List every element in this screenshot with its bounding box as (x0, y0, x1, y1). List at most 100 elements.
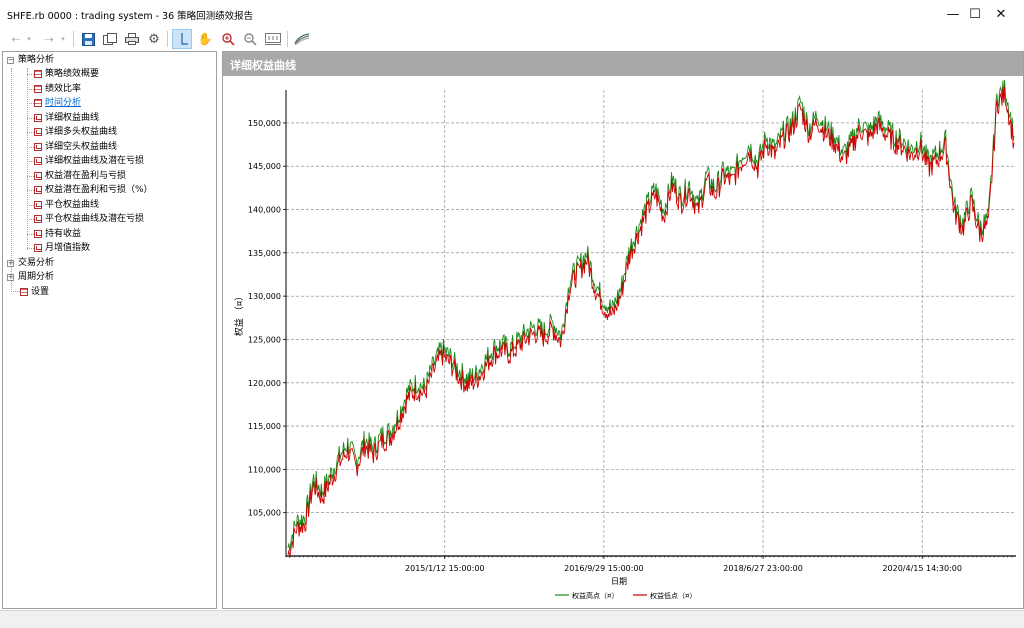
export-button[interactable] (101, 30, 119, 48)
equity-chart[interactable]: 105,000 110,000 115,000 120,000 125,000 130,0… (223, 76, 1023, 608)
toolbar-separator (73, 31, 74, 47)
settings-button[interactable]: ⚙ (145, 30, 163, 48)
line-chart-icon (34, 201, 42, 209)
forward-dropdown-icon: ▾ (61, 35, 65, 43)
x-axis-title: 日期 (611, 577, 627, 586)
status-bar (0, 610, 1024, 628)
y-tick-label: 105,000 (248, 509, 281, 518)
legend-label: 权益低点（¤） (650, 591, 696, 600)
tree-item-label: 平仓权益曲线及潜在亏损 (45, 214, 145, 224)
close-button[interactable]: ✕ (978, 0, 1024, 28)
y-tick-label: 130,000 (248, 292, 281, 301)
chart-legend: 权益高点（¤） 权益低点（¤） (555, 591, 696, 600)
tree-item-label: 策略绩效概要 (45, 69, 100, 79)
y-tick-label: 125,000 (248, 335, 281, 344)
tree-connector (27, 161, 34, 162)
tree-item-label: 权益潜在盈利和亏损（%） (45, 185, 153, 195)
zoom-out-icon (243, 32, 257, 46)
expand-icon[interactable]: + (7, 272, 14, 281)
back-button[interactable]: ⇠ (7, 30, 25, 48)
save-button[interactable] (79, 30, 97, 48)
line-chart-icon (34, 157, 42, 165)
zoom-in-icon (221, 32, 235, 46)
maximize-button[interactable]: ☐ (952, 0, 998, 28)
maximize-icon: ☐ (969, 6, 981, 22)
toolbar-separator (167, 31, 168, 47)
tree-item-label: 详细权益曲线 (45, 113, 100, 123)
y-tick-label: 150,000 (248, 119, 281, 128)
collapse-icon[interactable]: − (7, 55, 14, 64)
save-icon (81, 32, 95, 46)
tree-connector (27, 68, 28, 250)
tree-item-closed-equity-curve[interactable]: 平仓权益曲线 (34, 199, 99, 211)
pan-tool-button[interactable]: ✋ (196, 30, 214, 48)
tree-node-trade-analysis[interactable]: + 交易分析 (7, 257, 54, 269)
forward-button[interactable]: ⇢ (40, 30, 58, 48)
tree-node-label: 交易分析 (18, 258, 55, 268)
fit-view-button[interactable] (263, 30, 283, 48)
x-tick-label: 2020/4/15 14:30:00 (882, 564, 962, 573)
chart-axes (285, 90, 1016, 557)
tree-item-label: 权益潜在盈利与亏损 (45, 171, 127, 181)
tree-item-label: 详细多头权益曲线 (45, 127, 118, 137)
tree-item-label: 月增值指数 (45, 243, 91, 253)
tree-item-monthly-value-index[interactable]: 月增值指数 (34, 242, 90, 254)
minimize-button[interactable]: — (930, 0, 976, 28)
tree-item-label: 绩效比率 (45, 84, 82, 94)
vertical-gridlines (444, 90, 923, 556)
back-dropdown-button[interactable]: ▾ (24, 30, 34, 48)
tree-connector (27, 89, 34, 90)
tree-node-period-analysis[interactable]: + 周期分析 (7, 271, 54, 283)
y-axis-title: 权益 （¤） (233, 292, 245, 337)
toolbar: ⇠ ▾ ⇢ ▾ ⚙ ✋ (0, 28, 1024, 50)
tree-connector (27, 74, 34, 75)
expand-icon[interactable]: + (7, 258, 14, 267)
tree-item-potential-profit-loss[interactable]: 权益潜在盈利与亏损 (34, 170, 126, 182)
line-chart-icon (34, 230, 42, 238)
line-chart-icon (34, 186, 42, 194)
legend-label: 权益高点（¤） (572, 591, 618, 600)
tree-item-label: 持有收益 (45, 229, 82, 239)
tree-item-equity-curve-potential-loss[interactable]: 详细权益曲线及潜在亏损 (34, 155, 144, 167)
zoom-out-button[interactable] (241, 30, 259, 48)
zoom-in-button[interactable] (219, 30, 237, 48)
tree-connector (27, 132, 34, 133)
tree-connector (27, 147, 34, 148)
tree-item-label: 详细空头权益曲线 (45, 142, 118, 152)
y-tick-label: 115,000 (248, 422, 281, 431)
chart-style-button[interactable] (292, 30, 312, 48)
back-icon: ⇠ (11, 32, 21, 46)
tree-item-detailed-equity-curve[interactable]: 详细权益曲线 (34, 112, 99, 124)
tree-item-long-equity-curve[interactable]: 详细多头权益曲线 (34, 126, 117, 138)
tree-node-settings[interactable]: 设置 (20, 286, 49, 298)
title-bar: SHFE.rb 0000 : trading system - 36 策略回测绩… (0, 0, 1024, 28)
tree-connector (27, 205, 34, 206)
y-tick-label: 135,000 (248, 249, 281, 258)
tree-connector (27, 176, 34, 177)
tree-connector (27, 219, 34, 220)
tree-node-strategy-analysis[interactable]: − 策略分析 (7, 54, 54, 66)
y-axis-ticks: 105,000 110,000 115,000 120,000 125,000 130,0… (248, 119, 286, 518)
tree-item-performance-ratios[interactable]: 绩效比率 (34, 83, 81, 95)
forward-dropdown-button[interactable]: ▾ (58, 30, 68, 48)
tree-connector (27, 190, 34, 191)
tree-node-label: 设置 (31, 287, 50, 297)
tree-item-short-equity-curve[interactable]: 详细空头权益曲线 (34, 141, 117, 153)
tree-item-potential-profit-loss-pct[interactable]: 权益潜在盈利和亏损（%） (34, 184, 153, 196)
y-tick-label: 145,000 (248, 162, 281, 171)
cursor-tool-button[interactable] (172, 29, 192, 49)
tree-item-time-analysis[interactable]: 时间分析 (34, 97, 81, 109)
horizontal-gridlines (286, 122, 1016, 513)
print-icon (125, 33, 139, 45)
tree-item-closed-equity-potential-loss[interactable]: 平仓权益曲线及潜在亏损 (34, 213, 144, 225)
tree-item-label: 平仓权益曲线 (45, 200, 100, 210)
tree-item-label: 详细权益曲线及潜在亏损 (45, 156, 145, 166)
line-chart-icon (34, 172, 42, 180)
tree-item-holding-return[interactable]: 持有收益 (34, 228, 81, 240)
hand-icon: ✋ (197, 32, 213, 46)
x-tick-label: 2018/6/27 23:00:00 (723, 564, 803, 573)
print-button[interactable] (123, 30, 141, 48)
y-tick-label: 140,000 (248, 206, 281, 215)
table-icon (20, 288, 28, 296)
tree-item-performance-summary[interactable]: 策略绩效概要 (34, 68, 99, 80)
